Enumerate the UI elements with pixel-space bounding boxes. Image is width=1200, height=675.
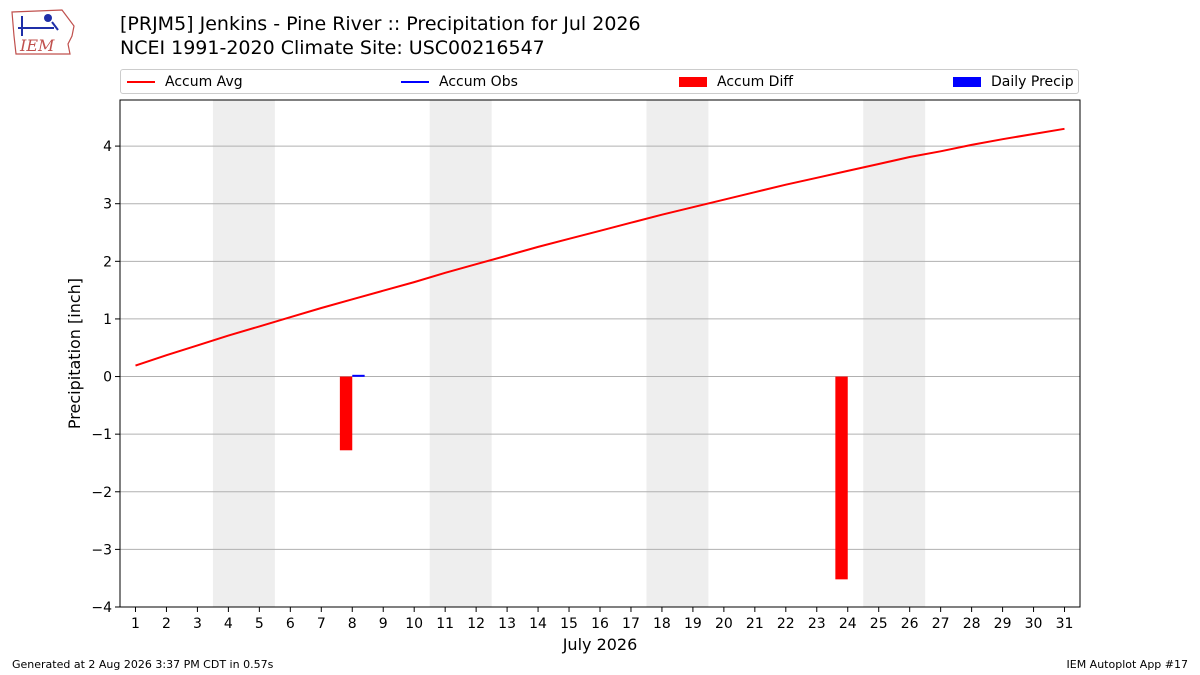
x-tick-label: 26 xyxy=(901,616,919,632)
title-line-2: NCEI 1991-2020 Climate Site: USC00216547 xyxy=(120,37,545,59)
x-tick-label: 18 xyxy=(653,616,671,632)
x-tick-label: 9 xyxy=(379,616,388,632)
x-tick-label: 21 xyxy=(746,616,764,632)
legend-swatch-daily-precip xyxy=(953,77,981,87)
x-tick-label: 7 xyxy=(317,616,326,632)
y-tick-label: −1 xyxy=(91,427,112,443)
x-tick-label: 10 xyxy=(405,616,423,632)
y-tick-label: 3 xyxy=(103,197,112,213)
x-tick-label: 28 xyxy=(963,616,981,632)
x-tick-label: 23 xyxy=(808,616,826,632)
x-tick-label: 29 xyxy=(994,616,1012,632)
x-tick-label: 13 xyxy=(498,616,516,632)
y-tick-label: −2 xyxy=(91,485,112,501)
legend: Accum Avg Accum Obs Accum Diff Daily Pre… xyxy=(120,69,1079,94)
chart-title: [PRJM5] Jenkins - Pine River :: Precipit… xyxy=(120,12,641,60)
y-tick-label: 2 xyxy=(103,254,112,270)
weekend-band xyxy=(646,100,709,607)
app-note: IEM Autoplot App #17 xyxy=(1066,658,1189,671)
legend-label-accum-obs: Accum Obs xyxy=(439,74,518,90)
accum-diff-bar xyxy=(339,376,353,451)
x-tick-label: 15 xyxy=(560,616,578,632)
weekend-band xyxy=(429,100,492,607)
weekend-band xyxy=(212,100,275,607)
legend-item-accum-diff: Accum Diff xyxy=(679,73,793,91)
x-tick-label: 16 xyxy=(591,616,609,632)
x-tick-label: 11 xyxy=(436,616,454,632)
y-tick-label: −4 xyxy=(91,600,112,616)
y-tick-label: −3 xyxy=(91,542,112,558)
accum-diff-bar xyxy=(835,376,848,580)
y-tick-label: 1 xyxy=(103,312,112,328)
generated-note: Generated at 2 Aug 2026 3:37 PM CDT in 0… xyxy=(12,658,274,671)
x-tick-label: 1 xyxy=(131,616,140,632)
x-tick-label: 17 xyxy=(622,616,640,632)
x-tick-label: 3 xyxy=(193,616,202,632)
x-tick-label: 19 xyxy=(684,616,702,632)
legend-swatch-accum-avg xyxy=(127,81,155,83)
logo-text: IEM xyxy=(19,36,55,55)
y-axis-label: Precipitation [inch] xyxy=(65,278,84,429)
x-tick-label: 20 xyxy=(715,616,733,632)
x-tick-label: 4 xyxy=(224,616,233,632)
legend-swatch-accum-obs xyxy=(401,81,429,83)
x-tick-label: 8 xyxy=(348,616,357,632)
y-tick-label: 4 xyxy=(103,139,112,155)
y-tick-label: 0 xyxy=(103,370,112,386)
x-tick-label: 12 xyxy=(467,616,485,632)
title-line-1: [PRJM5] Jenkins - Pine River :: Precipit… xyxy=(120,13,641,35)
legend-item-accum-obs: Accum Obs xyxy=(401,73,518,91)
weekend-band xyxy=(863,100,926,607)
x-tick-label: 31 xyxy=(1056,616,1074,632)
x-tick-label: 25 xyxy=(870,616,888,632)
legend-swatch-accum-diff xyxy=(679,77,707,87)
x-tick-label: 22 xyxy=(777,616,795,632)
x-tick-label: 27 xyxy=(932,616,950,632)
x-tick-label: 30 xyxy=(1025,616,1043,632)
x-tick-label: 14 xyxy=(529,616,547,632)
legend-item-accum-avg: Accum Avg xyxy=(127,73,243,91)
x-tick-label: 5 xyxy=(255,616,264,632)
x-tick-label: 6 xyxy=(286,616,295,632)
x-tick-label: 24 xyxy=(839,616,857,632)
legend-label-daily-precip: Daily Precip xyxy=(991,74,1074,90)
daily-precip-bar xyxy=(352,374,365,377)
x-tick-label: 2 xyxy=(162,616,171,632)
legend-label-accum-diff: Accum Diff xyxy=(717,74,794,90)
x-axis-label: July 2026 xyxy=(562,635,638,654)
accum-avg-line xyxy=(135,127,1065,367)
legend-label-accum-avg: Accum Avg xyxy=(165,74,243,90)
legend-item-daily-precip: Daily Precip xyxy=(953,73,1074,91)
iem-logo: IEM xyxy=(8,6,80,58)
